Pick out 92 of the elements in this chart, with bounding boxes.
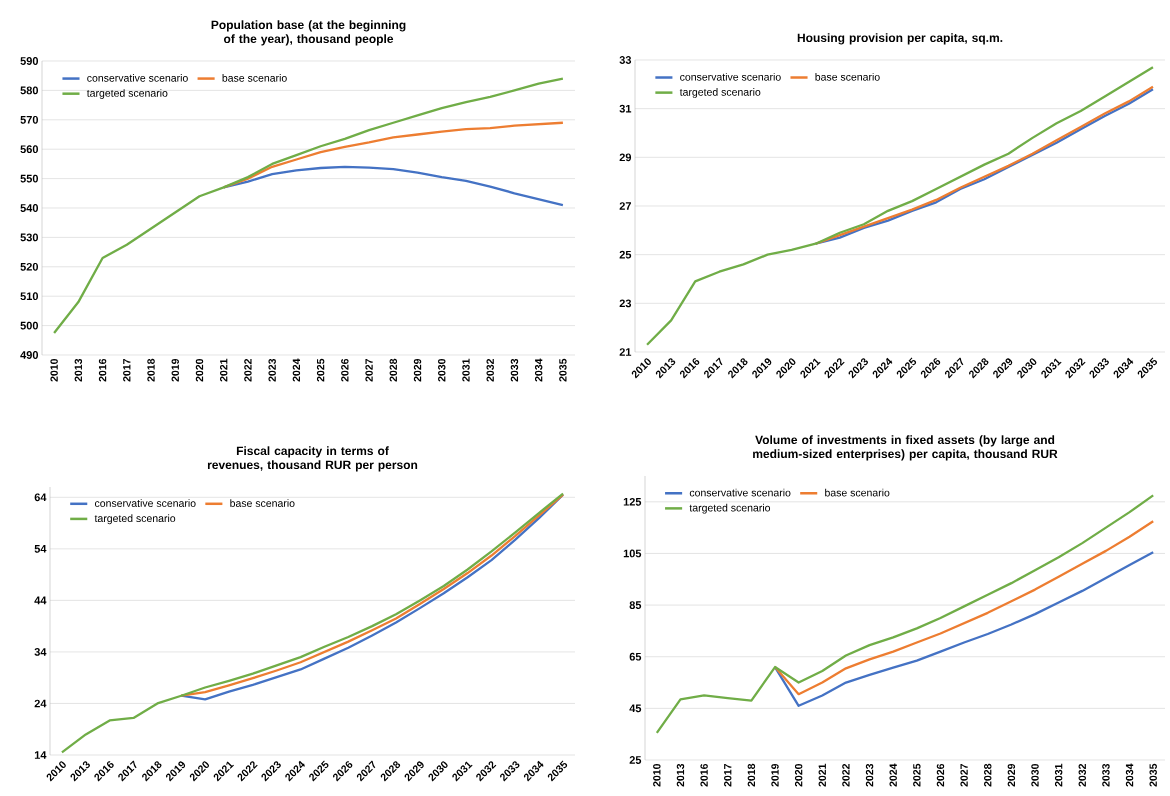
line-series bbox=[773, 551, 1155, 707]
x-tick-label: 2010 bbox=[50, 358, 58, 382]
x-tick-label: 2029 bbox=[413, 358, 422, 382]
legend-label: conservative scenario bbox=[680, 72, 781, 81]
x-tick-label: 2028 bbox=[389, 358, 398, 382]
chart-title: Population base (at the beginning of the year), thousand people bbox=[211, 20, 406, 46]
x-tick-label: 2013 bbox=[74, 358, 83, 382]
x-tick-label: 2021 bbox=[818, 763, 827, 787]
x-tick-label: 2024 bbox=[292, 358, 301, 382]
legend-label: conservative scenario bbox=[94, 499, 196, 507]
x-tick-label: 2016 bbox=[700, 763, 708, 787]
legend-label: targeted scenario bbox=[86, 89, 168, 99]
x-tick-label: 2020 bbox=[794, 763, 803, 787]
x-tick-label: 2029 bbox=[1007, 763, 1016, 787]
x-tick-label: 2035 bbox=[1149, 763, 1157, 787]
legend-label: targeted scenario bbox=[94, 514, 176, 525]
x-tick-label: 2027 bbox=[365, 359, 373, 382]
x-tick-label: 2019 bbox=[771, 763, 779, 787]
legend-label: conservative scenario bbox=[689, 488, 791, 497]
y-tick-label: 45 bbox=[629, 704, 642, 713]
x-tick-label: 2016 bbox=[98, 358, 107, 382]
y-tick-label: 540 bbox=[20, 204, 39, 212]
y-tick-label: 560 bbox=[20, 145, 39, 154]
y-tick-label: 25 bbox=[619, 250, 632, 259]
y-tick-label: 580 bbox=[20, 86, 39, 95]
y-tick-label: 530 bbox=[20, 233, 39, 242]
x-tick-label: 2017 bbox=[123, 359, 131, 382]
x-tick-label: 2019 bbox=[171, 358, 179, 382]
legend-label: base scenario bbox=[230, 499, 295, 507]
legend-label: base scenario bbox=[815, 72, 880, 81]
x-tick-label: 2035 bbox=[559, 358, 567, 382]
x-tick-label: 2034 bbox=[1125, 763, 1134, 787]
x-tick-label: 2032 bbox=[1078, 763, 1087, 787]
y-tick-label: 550 bbox=[20, 174, 39, 183]
x-tick-label: 2031 bbox=[462, 358, 470, 382]
x-tick-label: 2031 bbox=[1054, 763, 1063, 787]
y-tick-label: 25 bbox=[629, 756, 642, 764]
y-tick-label: 590 bbox=[20, 57, 39, 65]
x-tick-label: 2027 bbox=[960, 764, 968, 787]
y-tick-label: 570 bbox=[20, 115, 39, 124]
y-tick-label: 14 bbox=[34, 751, 47, 759]
x-tick-label: 2033 bbox=[510, 358, 519, 382]
x-tick-label: 2023 bbox=[268, 358, 276, 382]
x-tick-label: 2024 bbox=[889, 763, 897, 787]
legend-label: targeted scenario bbox=[689, 503, 771, 514]
x-tick-label: 2018 bbox=[747, 763, 756, 787]
y-tick-label: 54 bbox=[34, 545, 47, 553]
y-tick-label: 490 bbox=[20, 351, 39, 359]
x-tick-label: 2034 bbox=[534, 358, 543, 382]
chart-title: Housing provision per capita, sq.m. bbox=[797, 33, 1003, 45]
chart-title: Volume of investments in fixed assets (by large and medium-sized enterprises) per capita, thousand RUR bbox=[753, 435, 1058, 461]
x-tick-label: 2010 bbox=[653, 763, 661, 787]
y-tick-label: 24 bbox=[34, 699, 47, 708]
y-tick-label: 34 bbox=[34, 648, 47, 656]
chart-title: Fiscal capacity in terms of revenues, thousand RUR per person bbox=[207, 446, 418, 472]
legend-label: base scenario bbox=[222, 74, 287, 82]
x-tick-label: 2020 bbox=[195, 358, 204, 382]
y-tick-label: 27 bbox=[619, 202, 631, 210]
x-tick-label: 2013 bbox=[676, 763, 685, 787]
y-tick-label: 125 bbox=[623, 497, 642, 506]
x-tick-label: 2033 bbox=[1102, 763, 1110, 787]
x-tick-label: 2032 bbox=[486, 358, 494, 382]
x-tick-label: 2030 bbox=[438, 358, 446, 382]
y-tick-label: 33 bbox=[619, 56, 632, 64]
x-tick-label: 2021 bbox=[220, 358, 228, 382]
x-tick-label: 2022 bbox=[842, 763, 850, 787]
x-tick-label: 2026 bbox=[936, 763, 945, 787]
x-tick-label: 2022 bbox=[244, 358, 252, 382]
y-tick-label: 500 bbox=[20, 321, 39, 330]
y-tick-label: 23 bbox=[619, 299, 632, 308]
x-tick-label: 2030 bbox=[1031, 763, 1039, 787]
line-series bbox=[60, 492, 565, 754]
x-tick-label: 2025 bbox=[316, 358, 325, 382]
x-tick-label: 2025 bbox=[913, 763, 921, 787]
y-tick-label: 44 bbox=[34, 596, 47, 605]
x-tick-label: 2018 bbox=[147, 358, 155, 382]
legend-label: targeted scenario bbox=[679, 88, 761, 98]
legend-label: base scenario bbox=[825, 488, 890, 497]
y-tick-label: 29 bbox=[619, 153, 632, 162]
y-tick-label: 105 bbox=[623, 549, 642, 558]
x-tick-label: 2017 bbox=[724, 764, 732, 787]
y-tick-label: 510 bbox=[20, 292, 39, 301]
y-tick-label: 520 bbox=[20, 262, 39, 271]
legend-label: conservative scenario bbox=[87, 74, 188, 82]
x-tick-label: 2028 bbox=[984, 763, 992, 787]
y-tick-label: 64 bbox=[34, 493, 47, 502]
x-tick-label: 2026 bbox=[341, 358, 349, 382]
y-tick-label: 31 bbox=[619, 104, 632, 113]
y-tick-label: 21 bbox=[619, 348, 632, 356]
y-tick-label: 85 bbox=[629, 601, 642, 609]
y-tick-label: 65 bbox=[629, 652, 642, 661]
x-tick-label: 2023 bbox=[865, 763, 874, 787]
